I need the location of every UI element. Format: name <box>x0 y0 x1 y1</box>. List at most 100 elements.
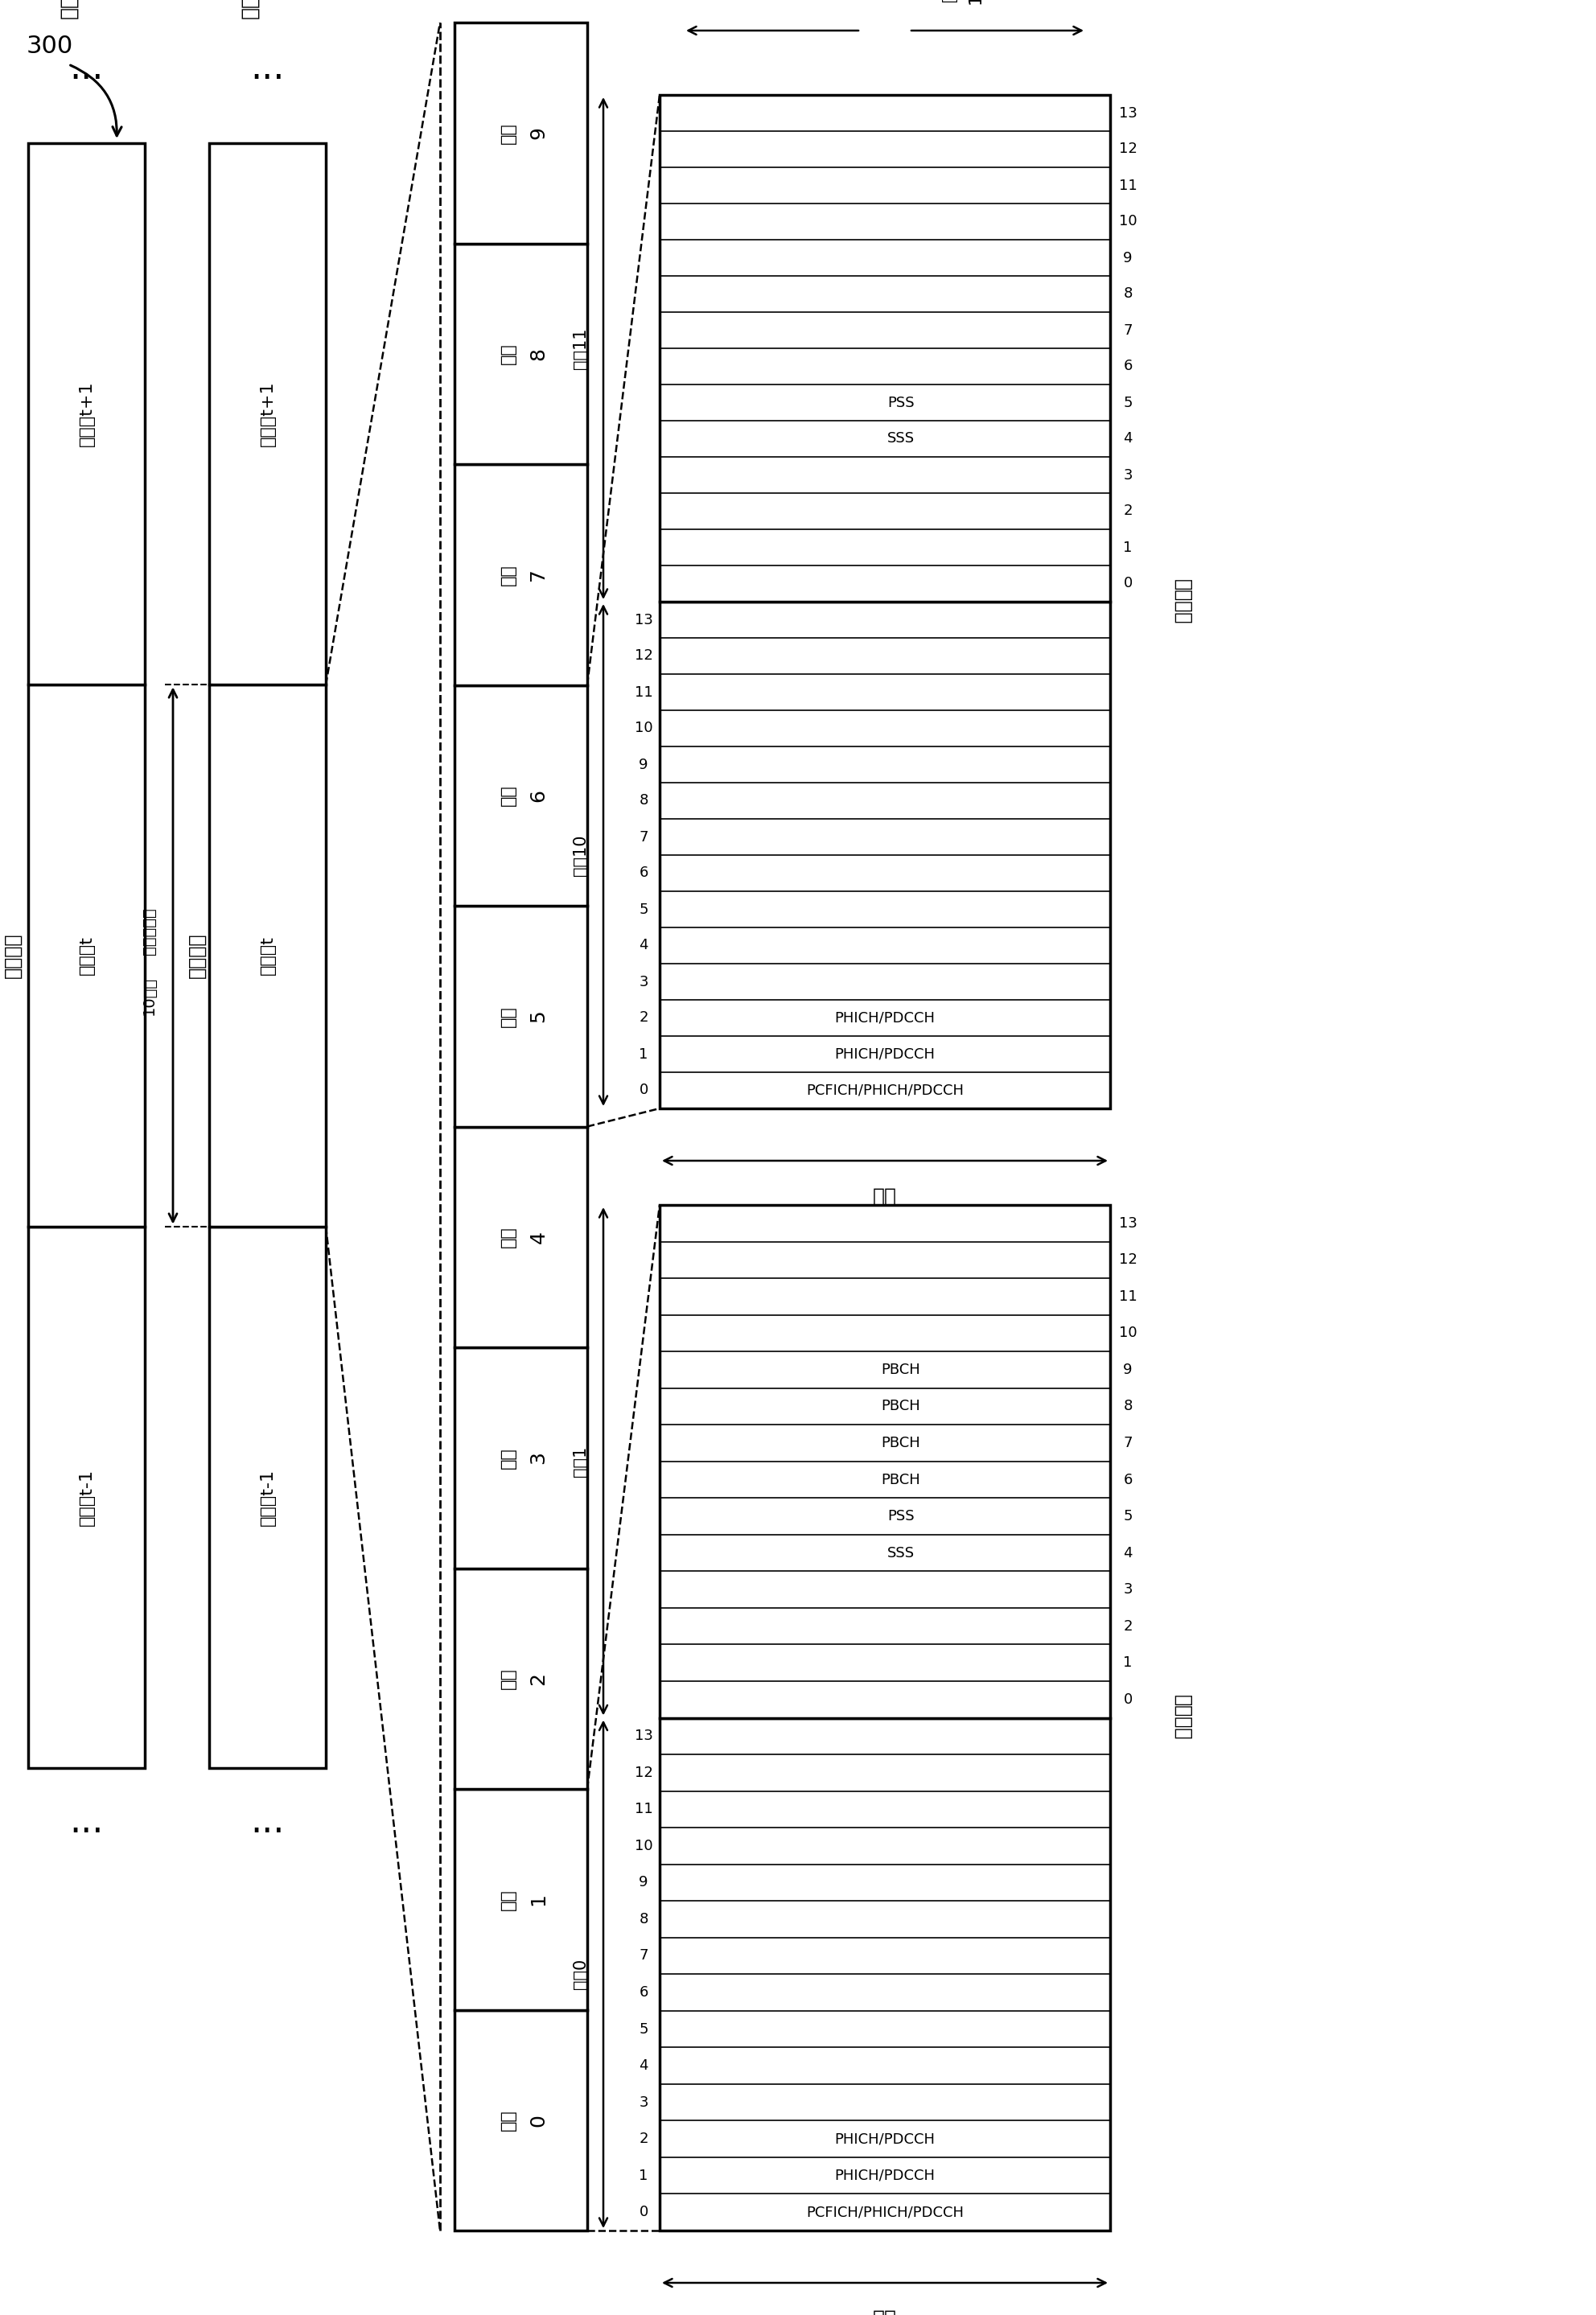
Text: 4: 4 <box>638 2058 648 2072</box>
Text: 12: 12 <box>634 648 653 662</box>
Text: PBCH: PBCH <box>881 1435 921 1449</box>
Text: 12: 12 <box>1119 1252 1136 1266</box>
Text: ···: ··· <box>251 63 284 97</box>
Text: 7: 7 <box>638 1949 648 1963</box>
Text: 5: 5 <box>528 1009 547 1023</box>
Text: 9: 9 <box>638 1875 648 1889</box>
Text: 0: 0 <box>638 2204 648 2220</box>
Text: 5: 5 <box>1124 396 1133 410</box>
Text: 6: 6 <box>528 789 547 801</box>
Text: 6: 6 <box>638 1986 648 2000</box>
Bar <box>659 95 1111 602</box>
Text: 无线帧t+1: 无线帧t+1 <box>78 382 94 447</box>
Text: 时隙0: 时隙0 <box>573 1958 589 1989</box>
Text: 10毫秒: 10毫秒 <box>140 977 156 1016</box>
Text: PHICH/PDCCH: PHICH/PDCCH <box>835 1046 935 1060</box>
Text: 上行链路: 上行链路 <box>3 933 22 979</box>
Text: 8: 8 <box>1124 287 1133 301</box>
FancyArrowPatch shape <box>70 65 121 137</box>
Text: SSS: SSS <box>887 431 915 447</box>
Text: 子帧: 子帧 <box>500 1667 516 1690</box>
Text: 2: 2 <box>638 1012 648 1026</box>
Text: ···: ··· <box>251 1815 284 1850</box>
Text: 11: 11 <box>634 685 653 699</box>
Bar <box>455 243 587 463</box>
Text: PCFICH/PHICH/PDCCH: PCFICH/PHICH/PDCCH <box>806 1083 964 1097</box>
Text: 4: 4 <box>638 938 648 954</box>
Text: 3: 3 <box>638 2095 648 2109</box>
Text: 8: 8 <box>1124 1398 1133 1414</box>
Text: 1: 1 <box>528 1894 547 1905</box>
Bar <box>209 1227 326 1769</box>
Text: 1: 1 <box>638 2169 648 2183</box>
Text: 无线帧t: 无线帧t <box>260 935 276 975</box>
Text: 9: 9 <box>1124 1364 1133 1377</box>
Text: 1: 1 <box>1124 1655 1133 1669</box>
Text: 子帧: 子帧 <box>500 2109 516 2130</box>
Bar <box>455 1127 587 1347</box>
Text: 4: 4 <box>1124 1546 1133 1560</box>
Text: 11: 11 <box>1119 1289 1136 1303</box>
Text: 子帧: 子帧 <box>500 1447 516 1468</box>
Text: 0: 0 <box>1124 576 1132 590</box>
Text: 13: 13 <box>634 1729 653 1743</box>
Text: 11: 11 <box>1119 178 1136 192</box>
Text: 子帧: 子帧 <box>500 123 516 144</box>
Text: 2: 2 <box>1124 505 1133 519</box>
Text: 频率: 频率 <box>873 1188 897 1206</box>
Text: 0: 0 <box>528 2114 547 2127</box>
Text: 时间: 时间 <box>239 0 260 19</box>
Text: 8: 8 <box>638 1912 648 1926</box>
Text: PHICH/PDCCH: PHICH/PDCCH <box>835 2169 935 2183</box>
Text: 2: 2 <box>528 1671 547 1685</box>
Text: 1: 1 <box>638 1046 648 1060</box>
Bar <box>455 905 587 1127</box>
Bar <box>659 602 1111 1109</box>
Text: 符号周期: 符号周期 <box>1173 1695 1192 1741</box>
Text: 3: 3 <box>528 1452 547 1463</box>
Text: 13: 13 <box>634 613 653 627</box>
Text: PBCH: PBCH <box>881 1472 921 1486</box>
Text: 7: 7 <box>1124 324 1133 338</box>
Bar <box>659 1206 1111 1718</box>
Text: SSS: SSS <box>887 1546 915 1560</box>
Text: 无线帧t+1: 无线帧t+1 <box>260 382 276 447</box>
Text: 2: 2 <box>638 2132 648 2146</box>
Text: PSS: PSS <box>887 396 915 410</box>
Text: 3: 3 <box>638 975 648 989</box>
Text: 3: 3 <box>1124 468 1133 482</box>
Bar <box>209 685 326 1227</box>
Bar <box>659 1718 1111 2232</box>
Text: 10: 10 <box>635 1838 653 1854</box>
Text: 子帧: 子帧 <box>500 343 516 363</box>
Text: 12: 12 <box>1119 141 1136 157</box>
Text: 9: 9 <box>1124 250 1133 264</box>
Text: 子帧: 子帧 <box>500 1227 516 1248</box>
Text: 频率: 频率 <box>873 2310 897 2315</box>
Text: 时隙10: 时隙10 <box>573 833 589 875</box>
Text: 11: 11 <box>634 1801 653 1817</box>
Text: 3: 3 <box>1124 1583 1133 1597</box>
Text: 7: 7 <box>638 829 648 845</box>
Text: 6: 6 <box>1124 359 1133 373</box>
Text: ···: ··· <box>70 63 104 97</box>
Text: 0: 0 <box>638 1083 648 1097</box>
Text: 7: 7 <box>1124 1435 1133 1449</box>
Text: 1.08 MHz: 1.08 MHz <box>969 0 985 5</box>
Text: 4: 4 <box>1124 431 1133 447</box>
Text: 时隙1: 时隙1 <box>573 1447 589 1477</box>
Text: 子帧: 子帧 <box>500 565 516 586</box>
Text: 无线帧t: 无线帧t <box>78 935 94 975</box>
Text: 5: 5 <box>638 903 648 917</box>
Text: ···: ··· <box>70 1815 104 1850</box>
Text: 6: 6 <box>1124 1472 1133 1486</box>
Text: PHICH/PDCCH: PHICH/PDCCH <box>835 1012 935 1026</box>
Text: 300: 300 <box>27 35 73 58</box>
Text: 10: 10 <box>1119 1326 1136 1340</box>
Text: 子帧: 子帧 <box>500 1005 516 1028</box>
Text: PBCH: PBCH <box>881 1398 921 1414</box>
Text: 10: 10 <box>1119 215 1136 229</box>
Text: 符号周期: 符号周期 <box>1173 579 1192 625</box>
Text: 1: 1 <box>1124 539 1133 556</box>
Text: 无线帧t-1: 无线帧t-1 <box>260 1468 276 1526</box>
